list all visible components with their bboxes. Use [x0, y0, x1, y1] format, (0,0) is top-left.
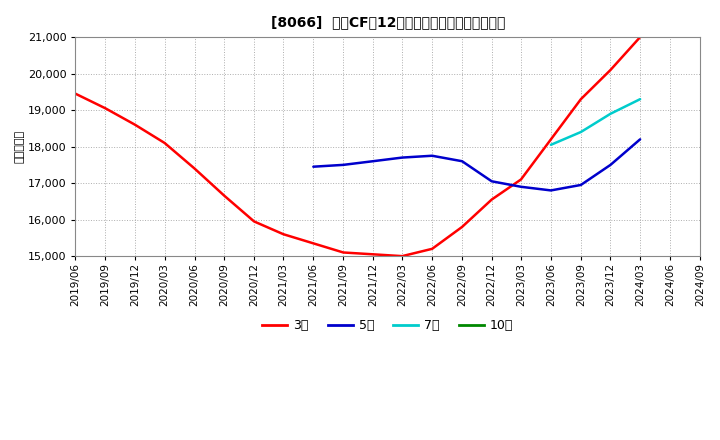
Legend: 3年, 5年, 7年, 10年: 3年, 5年, 7年, 10年	[257, 315, 518, 337]
Title: [8066]  営業CFだ12か月移動合計の平均値の推移: [8066] 営業CFだ12か月移動合計の平均値の推移	[271, 15, 505, 29]
Y-axis label: （百万円）: （百万円）	[15, 130, 25, 163]
